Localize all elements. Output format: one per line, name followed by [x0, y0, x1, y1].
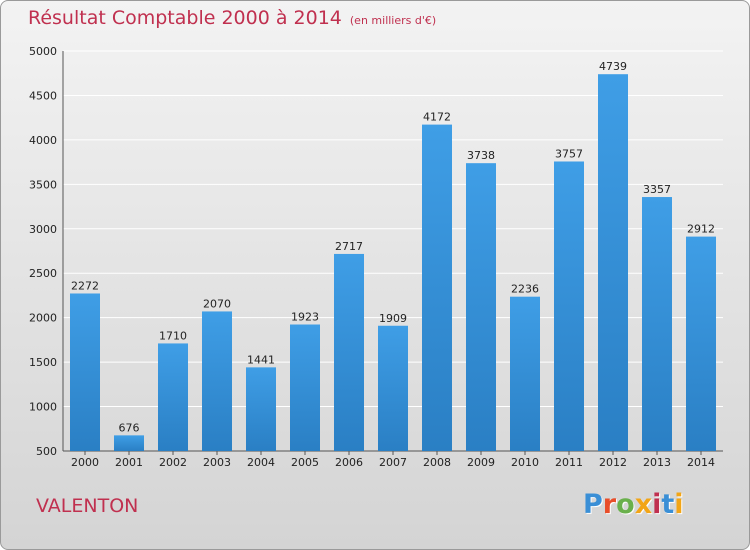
- y-tick-label: 1000: [29, 401, 57, 414]
- y-tick-label: 4500: [29, 89, 57, 102]
- x-tick-label: 2008: [423, 456, 451, 469]
- x-tick-label: 2013: [643, 456, 671, 469]
- bar: [598, 74, 628, 451]
- logo-letter: r: [602, 489, 617, 520]
- logo-letter: t: [661, 489, 675, 520]
- x-tick-label: 2001: [115, 456, 143, 469]
- title-text: Résultat Comptable 2000 à 2014: [28, 7, 342, 29]
- y-tick-label: 500: [36, 445, 57, 458]
- x-tick-label: 2003: [203, 456, 231, 469]
- bar: [290, 324, 320, 451]
- bar-value-label: 4739: [599, 60, 627, 73]
- y-tick-label: 2000: [29, 312, 57, 325]
- x-tick-label: 2002: [159, 456, 187, 469]
- x-tick-label: 2014: [687, 456, 715, 469]
- logo-letter: P: [583, 489, 603, 520]
- bar-value-label: 2717: [335, 240, 363, 253]
- bar-value-label: 4172: [423, 111, 451, 124]
- bar: [334, 253, 364, 451]
- bar: [378, 325, 408, 451]
- bar-value-label: 1441: [247, 353, 275, 366]
- bar-value-label: 1710: [159, 329, 187, 342]
- commune-name: VALENTON: [36, 495, 139, 517]
- x-tick-label: 2000: [71, 456, 99, 469]
- x-tick-label: 2011: [555, 456, 583, 469]
- y-tick-label: 3500: [29, 178, 57, 191]
- bar: [422, 124, 452, 451]
- bar-value-label: 2912: [687, 223, 715, 236]
- bar: [510, 296, 540, 451]
- x-tick-label: 2012: [599, 456, 627, 469]
- bar: [70, 293, 100, 451]
- bar: [158, 343, 188, 451]
- title-unit: (en milliers d'€): [349, 14, 437, 27]
- x-tick-label: 2009: [467, 456, 495, 469]
- bar-value-label: 2236: [511, 283, 539, 296]
- x-tick-label: 2004: [247, 456, 275, 469]
- bar: [202, 311, 232, 451]
- x-tick-label: 2005: [291, 456, 319, 469]
- y-tick-label: 2500: [29, 267, 57, 280]
- bar: [466, 163, 496, 451]
- bar-value-label: 3757: [555, 147, 583, 160]
- bar-value-label: 676: [119, 421, 140, 434]
- x-tick-label: 2006: [335, 456, 363, 469]
- y-tick-label: 5000: [29, 45, 57, 58]
- logo-letter: i: [652, 489, 662, 520]
- bar: [246, 367, 276, 451]
- bar-value-label: 3357: [643, 183, 671, 196]
- y-tick-label: 1500: [29, 356, 57, 369]
- y-tick-label: 3000: [29, 223, 57, 236]
- bar-value-label: 3738: [467, 149, 495, 162]
- logo-letter: o: [616, 489, 635, 520]
- proxiti-logo: Proxiti: [583, 489, 684, 520]
- bar-value-label: 1923: [291, 311, 319, 324]
- y-tick-label: 4000: [29, 134, 57, 147]
- x-tick-label: 2007: [379, 456, 407, 469]
- bar: [686, 236, 716, 451]
- x-tick-label: 2010: [511, 456, 539, 469]
- bar: [642, 197, 672, 451]
- chart-title: Résultat Comptable 2000 à 2014 (en millie…: [28, 7, 436, 29]
- bar-value-label: 2272: [71, 279, 99, 292]
- logo-letter: x: [634, 489, 653, 520]
- bar: [554, 161, 584, 451]
- bar-value-label: 1909: [379, 312, 407, 325]
- bar: [114, 435, 144, 451]
- logo-letter: i: [674, 489, 684, 520]
- bar-value-label: 2070: [203, 297, 231, 310]
